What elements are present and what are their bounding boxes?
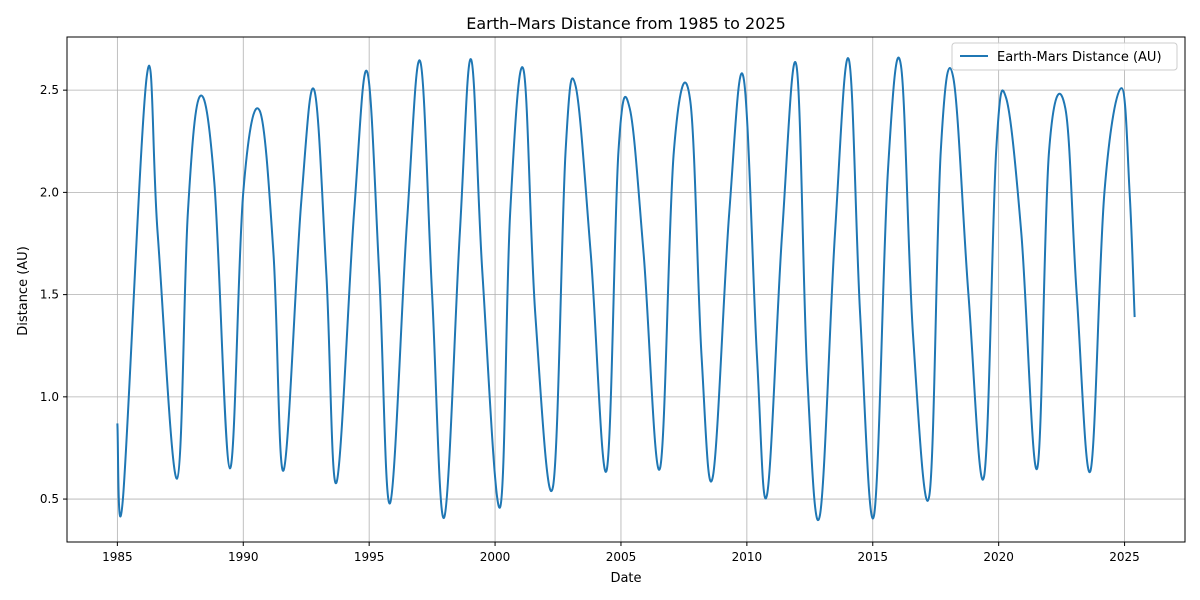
x-axis-label: Date (610, 571, 641, 586)
series-line-earth-mars-distance (116, 56, 1136, 522)
x-tick-label: 1985 (102, 550, 133, 564)
y-tick-label: 1.5 (40, 288, 59, 302)
x-tick-label: 2010 (732, 550, 763, 564)
legend-box (951, 42, 1178, 71)
x-tick-label: 2020 (983, 550, 1014, 564)
y-tick-label: 0.5 (40, 492, 59, 506)
x-tick-label: 1990 (228, 550, 259, 564)
x-axis-ticks: 1985 1990 1995 2000 2005 2010 2015 2020 2025 (102, 542, 1140, 564)
x-tick-label: 2015 (857, 550, 888, 564)
x-tick-label: 2025 (1109, 550, 1140, 564)
y-tick-label: 2.0 (40, 185, 59, 199)
y-tick-label: 2.5 (40, 83, 59, 97)
y-axis-ticks: 0.5 1.0 1.5 2.0 2.5 (40, 83, 67, 506)
grid-layer (67, 37, 1185, 542)
plot-frame (66, 36, 1186, 543)
x-tick-label: 2005 (606, 550, 637, 564)
legend-label: Earth-Mars Distance (AU) (997, 50, 1162, 65)
chart-title: Earth–Mars Distance from 1985 to 2025 (466, 14, 786, 33)
legend: Earth-Mars Distance (AU) (951, 42, 1178, 71)
series-layer (116, 56, 1136, 522)
x-tick-label: 1995 (354, 550, 385, 564)
y-tick-label: 1.0 (40, 390, 59, 404)
y-axis-label: Distance (AU) (16, 246, 31, 336)
x-tick-label: 2000 (480, 550, 511, 564)
